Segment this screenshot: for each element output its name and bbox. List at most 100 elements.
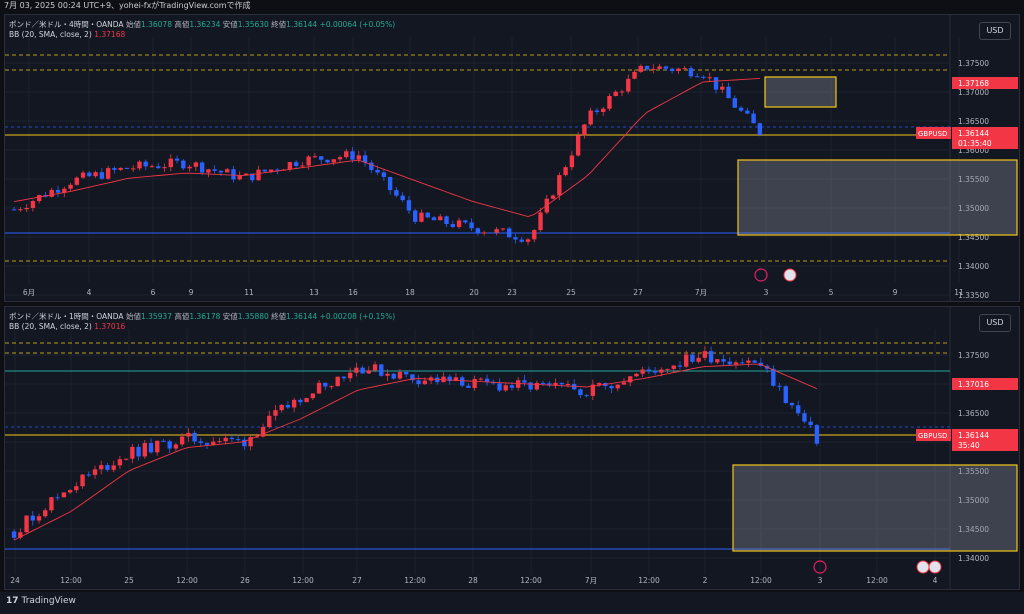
x-tick-label: 25 — [124, 576, 134, 585]
chart-1h-canvas[interactable]: 1.375001.370001.365001.360001.355001.350… — [5, 307, 1019, 589]
candle-body — [156, 166, 161, 169]
candle-body — [701, 76, 706, 78]
y-tick-label: 1.36000 — [958, 146, 989, 155]
candle-body — [268, 169, 274, 172]
y-tick-label: 1.37500 — [958, 351, 989, 360]
candle-body — [814, 425, 820, 444]
x-tick-label: 12:00 — [60, 576, 82, 585]
x-tick-label: 4 — [933, 576, 938, 585]
y-tick-label: 1.37000 — [958, 88, 989, 97]
y-tick-label: 1.35000 — [958, 496, 989, 505]
candle-body — [360, 367, 365, 374]
candle-body — [369, 162, 374, 170]
open-label: 始値 — [125, 312, 141, 321]
candle-body — [690, 354, 695, 362]
y-tick-label: 1.34000 — [958, 262, 989, 271]
x-tick-label: 7月 — [585, 576, 597, 585]
candle-body — [669, 68, 675, 72]
candle-body — [715, 359, 720, 363]
candle-body — [248, 437, 253, 447]
x-tick-label: 20 — [469, 288, 479, 297]
bollinger-basis-line — [13, 363, 818, 541]
candle-body — [167, 441, 172, 449]
candle-body — [310, 393, 315, 399]
candle-body — [375, 169, 380, 173]
current-price-label: 1.36144 — [958, 431, 989, 440]
candle-body — [808, 421, 813, 426]
candle-body — [331, 159, 336, 163]
tradingview-logo[interactable]: 17 TradingView — [6, 596, 76, 606]
chart-4h-canvas[interactable]: 1.37500 1.37000 1.36500 1.36000 1.35500 1.350… — [5, 15, 1019, 301]
candle-body — [752, 360, 757, 363]
symbol-tag — [916, 429, 951, 441]
candle-body — [111, 465, 116, 470]
candle-body — [509, 385, 515, 388]
candle-body — [707, 77, 712, 79]
current-price-label: 1.36144 — [958, 129, 989, 138]
x-tick-label: 6 — [151, 288, 156, 297]
demand-zone-box — [737, 159, 1018, 236]
bb-price-tag — [952, 378, 1018, 390]
candle-body — [652, 370, 658, 373]
x-tick-label: 11 — [244, 288, 254, 297]
candle-body — [267, 415, 272, 428]
candle-body — [385, 373, 390, 376]
candle-body — [459, 377, 465, 386]
candle-body — [86, 474, 91, 476]
candle-body — [646, 369, 652, 371]
candle-body — [663, 66, 669, 69]
candle-body — [665, 368, 670, 370]
currency-button[interactable]: USD — [979, 22, 1011, 40]
x-tick-label: 13 — [309, 288, 319, 297]
chart-pane-1h[interactable]: 1.375001.370001.365001.360001.355001.350… — [4, 306, 1020, 590]
candle-body — [540, 383, 546, 385]
candle-body — [319, 156, 324, 160]
x-tick-label: 12:00 — [292, 576, 314, 585]
close-label: 終値 — [271, 20, 287, 29]
candle-body — [356, 155, 361, 160]
candle-body — [350, 151, 355, 160]
candle-body — [727, 361, 732, 365]
candle-body — [161, 440, 166, 442]
candle-body — [553, 382, 558, 386]
candle-body — [695, 76, 700, 78]
us-flag-icon — [916, 560, 930, 574]
candle-body — [74, 177, 79, 185]
bb-value: 1.37016 — [94, 322, 126, 331]
candle-body — [557, 175, 562, 196]
bollinger-basis-line — [14, 77, 760, 217]
high-value: 1.36234 — [189, 20, 221, 29]
candle-body — [413, 210, 418, 222]
high-value: 1.36178 — [189, 312, 221, 321]
x-tick-label: 16 — [348, 288, 358, 297]
x-tick-label: 12:00 — [638, 576, 660, 585]
candle-body — [613, 91, 618, 96]
candle-body — [796, 405, 801, 414]
candle-body — [112, 168, 117, 170]
chart-pane-4h[interactable]: 1.37500 1.37000 1.36500 1.36000 1.35500 1.350… — [4, 14, 1020, 302]
currency-button[interactable]: USD — [979, 314, 1011, 332]
open-value: 1.36078 — [140, 20, 172, 29]
candle-body — [732, 98, 737, 108]
candle-body — [300, 165, 305, 167]
current-price-tag — [952, 127, 1018, 149]
candle-body — [304, 398, 309, 403]
x-tick-label: 3 — [764, 288, 769, 297]
candle-body — [425, 212, 430, 218]
x-tick-label: 12:00 — [404, 576, 426, 585]
x-tick-label: 4 — [87, 288, 92, 297]
us-flag-icon — [783, 268, 797, 282]
candle-body — [720, 86, 725, 90]
candle-body — [18, 532, 23, 538]
candle-body — [192, 432, 197, 442]
x-tick-label: 12:00 — [750, 576, 772, 585]
bb-legend: BB (20, SMA, close, 2) 1.37016 — [9, 322, 125, 331]
x-tick-label: 9 — [893, 288, 898, 297]
low-label: 安値 — [222, 312, 238, 321]
candle-body — [466, 385, 471, 389]
candle-body — [684, 354, 689, 367]
candle-body — [260, 427, 266, 437]
candle-body — [36, 516, 42, 521]
candle-body — [366, 370, 372, 374]
candle-body — [291, 399, 297, 408]
